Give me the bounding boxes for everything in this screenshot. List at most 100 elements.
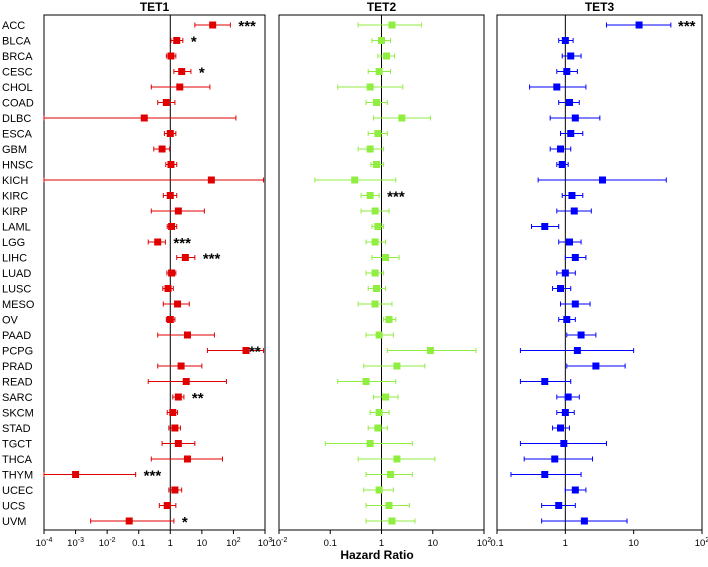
- row-skcm: [166, 409, 179, 416]
- significance-stars: *: [182, 514, 188, 531]
- hazard-ratio-point: [207, 176, 215, 184]
- cancer-label: LUSC: [2, 284, 31, 296]
- significance-stars: **: [249, 344, 261, 361]
- hazard-ratio-point: [366, 83, 374, 91]
- hazard-ratio-point: [125, 517, 133, 525]
- hazard-ratio-point: [371, 300, 379, 308]
- cancer-label: KICH: [2, 175, 28, 187]
- cancer-label: CHOL: [2, 82, 33, 94]
- cancer-label: ACC: [2, 20, 25, 32]
- row-dlbc: [373, 114, 431, 122]
- hazard-ratio-point: [561, 37, 569, 44]
- hazard-ratio-point: [374, 223, 382, 230]
- row-ov: [558, 316, 576, 323]
- row-prad: [363, 362, 426, 370]
- row-lgg: [558, 238, 582, 246]
- row-paad: [365, 331, 394, 339]
- significance-stars: ***: [144, 468, 162, 485]
- x-tick-label: 0.1: [324, 538, 337, 549]
- hazard-ratio-point: [551, 455, 559, 463]
- hazard-ratio-point: [182, 378, 190, 385]
- cancer-type-labels: ACC BLCA BRCA CESC CHOL COAD DLBC ESCA GBM HNSC KI…: [2, 20, 35, 528]
- x-tick-label: 10-2: [271, 537, 288, 549]
- cancer-label: COAD: [2, 98, 34, 110]
- hazard-ratio-point: [178, 68, 186, 75]
- significance-stars: **: [192, 390, 204, 407]
- panel-title: TET3: [585, 0, 615, 14]
- hazard-ratio-point: [371, 238, 379, 246]
- row-brca: [561, 52, 582, 60]
- row-read: [147, 378, 227, 385]
- hazard-ratio-point: [72, 471, 80, 478]
- hazard-ratio-point: [426, 347, 434, 354]
- row-kich: [43, 176, 265, 184]
- hazard-ratio-point: [351, 176, 359, 184]
- hazard-ratio-point: [373, 285, 381, 292]
- x-tick-label: 102: [477, 537, 492, 549]
- hazard-ratio-point: [168, 269, 176, 277]
- row-cesc: [556, 68, 578, 75]
- hazard-ratio-point: [166, 130, 174, 137]
- row-chol: [529, 83, 587, 91]
- cancer-label: LIHC: [2, 253, 27, 265]
- significance-stars: ***: [678, 18, 696, 35]
- cancer-label: THYM: [2, 470, 33, 482]
- hazard-ratio-point: [553, 83, 561, 91]
- row-stad: [367, 424, 388, 432]
- row-ucs: [158, 502, 177, 509]
- row-lihc: [564, 254, 587, 261]
- cancer-label: SKCM: [2, 408, 34, 420]
- hazard-ratio-point: [373, 99, 381, 106]
- cancer-label: OV: [2, 315, 19, 327]
- hazard-ratio-point: [555, 502, 563, 509]
- hazard-ratio-point: [176, 83, 184, 91]
- row-hnsc: [556, 161, 569, 168]
- hazard-ratio-point: [373, 161, 381, 168]
- hazard-ratio-point: [378, 37, 385, 44]
- row-paad: [157, 331, 215, 339]
- x-tick-label: 102: [695, 537, 708, 549]
- hazard-ratio-point: [374, 424, 382, 432]
- hazard-ratio-point: [561, 269, 569, 277]
- hazard-ratio-point: [174, 440, 182, 447]
- panel-title: TET2: [367, 0, 397, 14]
- hazard-ratio-point: [635, 21, 643, 29]
- cancer-label: SARC: [2, 392, 33, 404]
- row-ucec: [564, 486, 587, 494]
- x-tick-label: 10: [427, 538, 438, 549]
- row-blca: *: [170, 34, 197, 51]
- hazard-ratio-point: [571, 486, 579, 494]
- hazard-ratio-point: [171, 424, 179, 432]
- row-blca: [371, 37, 392, 44]
- row-kirp: [360, 207, 390, 215]
- row-pcpg: **: [206, 344, 265, 361]
- x-tick-label: 1: [563, 538, 568, 549]
- panel-tet3: TET3 0.1 1 10 102 ***: [490, 0, 708, 549]
- row-esca: [367, 130, 388, 137]
- hazard-ratio-point: [173, 37, 181, 44]
- panel-tet2: TET2 10-2 0.1 1 10 102 ***: [271, 0, 492, 549]
- hazard-ratio-point: [561, 409, 569, 416]
- hazard-ratio-point: [362, 378, 370, 385]
- hazard-ratio-point: [541, 471, 549, 478]
- x-tick-label: 0.1: [132, 538, 145, 549]
- cancer-label: PRAD: [2, 361, 33, 373]
- cancer-label: ESCA: [2, 129, 33, 141]
- panel-title: TET1: [140, 0, 170, 14]
- hazard-ratio-point: [388, 517, 396, 525]
- row-gbm: [357, 145, 385, 153]
- hazard-ratio-point: [592, 362, 600, 370]
- row-acc: ***: [194, 18, 256, 35]
- row-brca: [377, 52, 396, 60]
- row-sarc: [556, 393, 580, 401]
- hazard-ratio-point: [181, 254, 189, 261]
- x-tick-label: 1: [379, 538, 384, 549]
- row-kirp: [150, 207, 205, 215]
- row-thca: [357, 455, 436, 463]
- x-tick-label: 0.1: [490, 538, 503, 549]
- row-laml: [371, 223, 385, 230]
- row-acc: ***: [605, 18, 696, 35]
- row-hnsc: [165, 161, 178, 168]
- row-dlbc: [549, 114, 601, 122]
